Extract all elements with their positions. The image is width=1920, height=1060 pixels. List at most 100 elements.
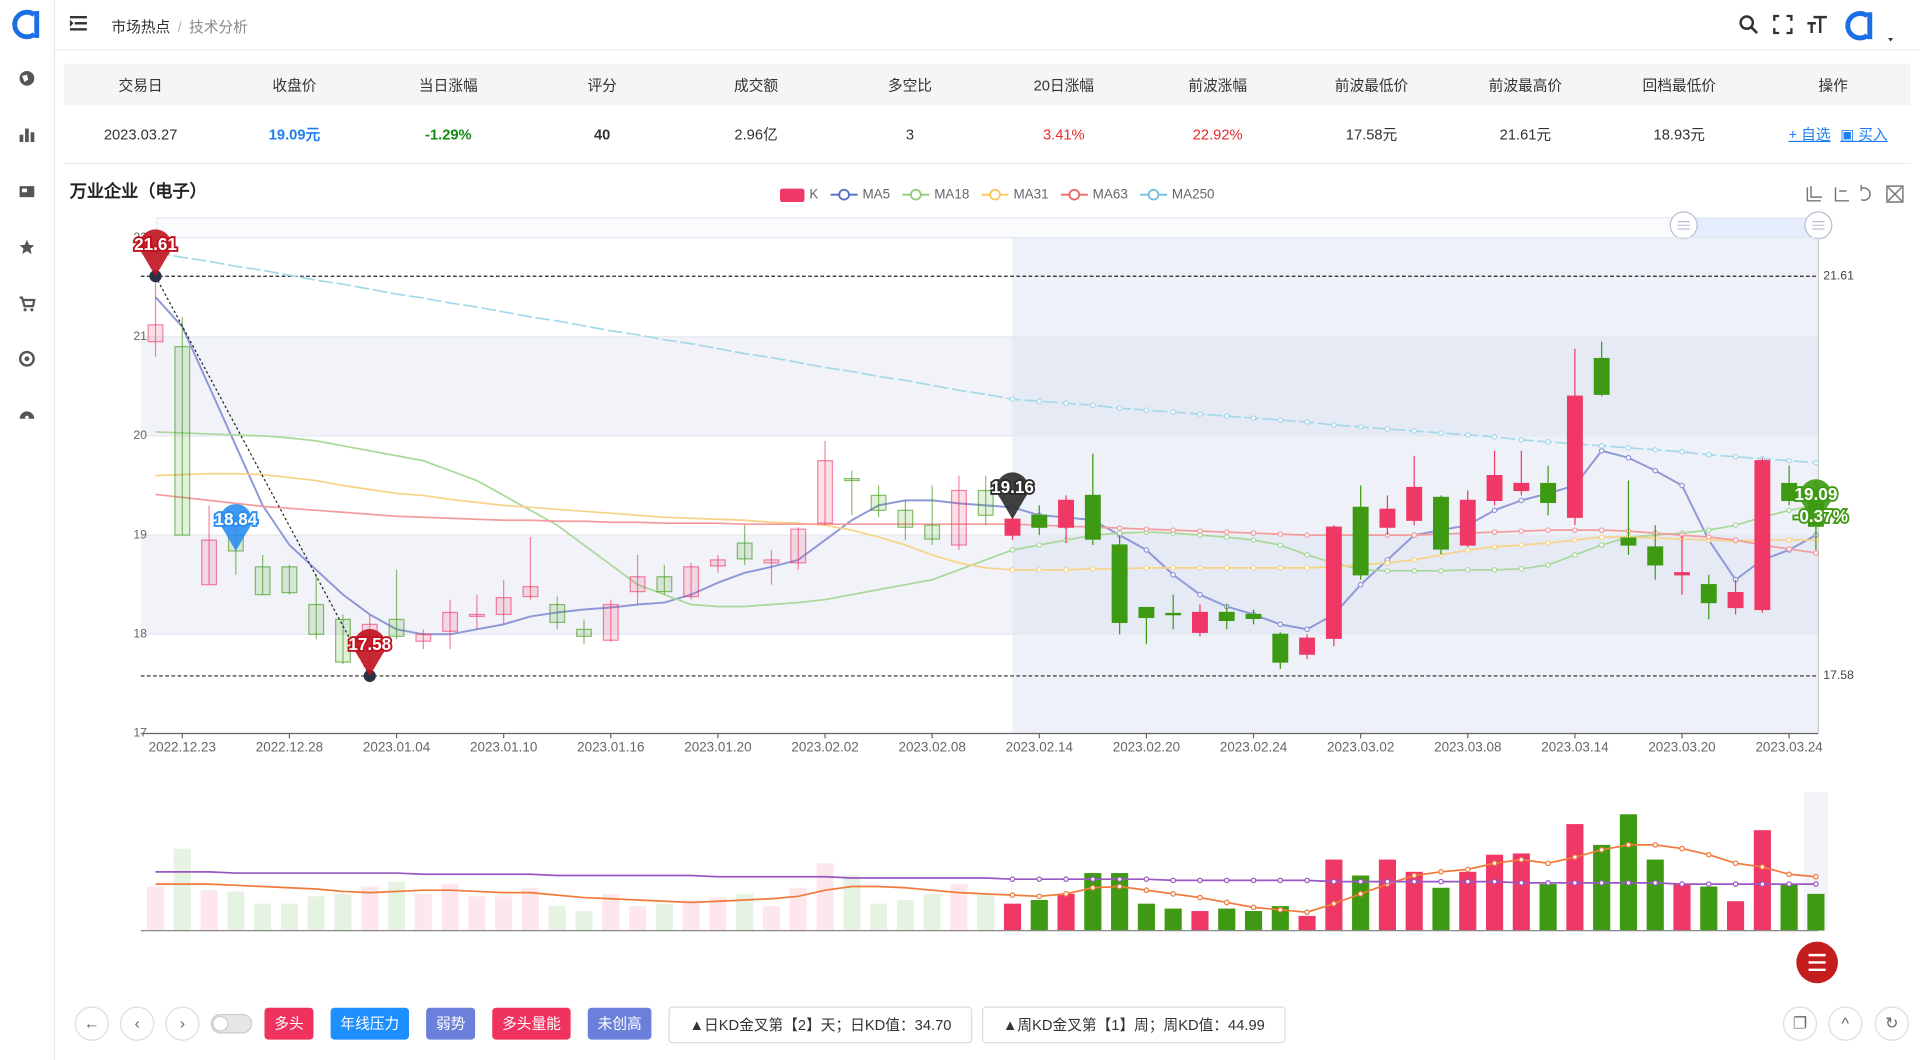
font-size-button[interactable] bbox=[1806, 15, 1828, 35]
user-avatar[interactable] bbox=[1843, 9, 1897, 43]
volume-ma-point bbox=[1652, 880, 1659, 886]
ma-point bbox=[1036, 567, 1043, 573]
volume-ma-point bbox=[1759, 881, 1766, 887]
pin bbox=[219, 504, 252, 551]
refresh-button[interactable]: ↻ bbox=[1874, 1006, 1909, 1041]
nav-chart[interactable] bbox=[18, 126, 35, 143]
nav-prev[interactable]: ‹ bbox=[120, 1006, 155, 1041]
ma-point bbox=[1438, 430, 1444, 436]
cell-actions: + 自选 ▣ 买入 bbox=[1756, 105, 1911, 165]
volume-ma-line bbox=[155, 844, 1816, 914]
volume-ma-point bbox=[1598, 846, 1605, 853]
ma-point bbox=[1625, 445, 1632, 451]
ma-point bbox=[1464, 567, 1471, 573]
ma-point bbox=[1464, 547, 1471, 553]
nav-next[interactable]: › bbox=[165, 1006, 200, 1041]
volume-bar bbox=[227, 891, 245, 931]
ma-point bbox=[1143, 565, 1150, 571]
tool-zoom[interactable] bbox=[1806, 186, 1823, 202]
volume-ma-point bbox=[1009, 892, 1016, 898]
volume-bar bbox=[950, 884, 968, 931]
breadcrumb-item[interactable]: 市场热点 bbox=[111, 18, 171, 36]
ma-point bbox=[1223, 565, 1230, 571]
ma-point bbox=[1491, 567, 1498, 573]
ma-point bbox=[1063, 400, 1069, 407]
tool-restore[interactable] bbox=[1860, 184, 1871, 201]
candle-body bbox=[790, 528, 807, 564]
volume-bar bbox=[1057, 893, 1075, 931]
volume-bar bbox=[762, 906, 781, 931]
candle-body bbox=[308, 603, 325, 635]
candle-body bbox=[201, 539, 218, 586]
top-button[interactable]: ^ bbox=[1828, 1006, 1863, 1041]
nav-market[interactable] bbox=[18, 70, 35, 87]
x-tick-label: 2023.02.20 bbox=[1113, 740, 1180, 755]
volume-bar bbox=[1700, 886, 1718, 931]
data-zoom[interactable] bbox=[156, 211, 1833, 240]
volume-bar bbox=[870, 903, 888, 931]
legend-label: MA250 bbox=[1172, 186, 1215, 201]
volume-ma-point bbox=[1786, 871, 1792, 878]
volume-ma-point bbox=[1250, 904, 1257, 911]
signal-tag[interactable]: 多头量能 bbox=[492, 1007, 571, 1040]
volume-bar bbox=[896, 900, 914, 931]
copy-button[interactable]: ❐ bbox=[1782, 1006, 1818, 1041]
signal-tag[interactable]: 多头 bbox=[264, 1007, 314, 1040]
float-menu-button[interactable] bbox=[1796, 941, 1838, 984]
candle-body bbox=[442, 611, 459, 632]
pin-dot bbox=[149, 270, 162, 283]
volume-ma-point bbox=[1411, 872, 1418, 879]
sidebar bbox=[0, 0, 56, 1060]
volume-ma-point bbox=[1331, 900, 1337, 907]
volume bbox=[140, 792, 1829, 932]
nav-news[interactable] bbox=[18, 182, 35, 199]
x-tick-label: 2023.01.20 bbox=[684, 740, 751, 755]
ma-point bbox=[1411, 567, 1418, 574]
volume-bar bbox=[468, 896, 486, 931]
ma-point bbox=[1197, 565, 1203, 571]
ma-point bbox=[1518, 542, 1525, 548]
nav-target[interactable] bbox=[18, 350, 35, 367]
volume-ma-point bbox=[1357, 878, 1364, 885]
candle-body bbox=[817, 460, 833, 524]
nav-back[interactable]: ← bbox=[74, 1006, 109, 1041]
ma-point bbox=[1277, 531, 1284, 537]
volume-ma-line bbox=[155, 870, 1816, 885]
reference-label: 21.61 bbox=[1823, 268, 1854, 282]
volume-ma-point bbox=[1464, 866, 1471, 873]
nav-dashboard[interactable] bbox=[18, 407, 35, 424]
ma-point bbox=[1732, 537, 1739, 543]
fullscreen-button[interactable] bbox=[1773, 14, 1793, 35]
volume-bar bbox=[200, 890, 218, 931]
x-tick-label: 2023.02.08 bbox=[898, 740, 965, 755]
menu-toggle[interactable] bbox=[69, 15, 87, 31]
action-link[interactable]: ▣ 买入 bbox=[1840, 126, 1888, 144]
candle-body bbox=[1486, 474, 1503, 502]
logo[interactable] bbox=[10, 7, 44, 41]
nav-cart[interactable] bbox=[18, 295, 36, 312]
toggle[interactable] bbox=[210, 1013, 253, 1034]
volume-ma-point bbox=[1036, 876, 1043, 883]
candle-body bbox=[1218, 611, 1235, 622]
volume-bar bbox=[1727, 901, 1745, 931]
nav-star[interactable] bbox=[18, 239, 35, 256]
signal-tag[interactable]: 未创高 bbox=[587, 1007, 652, 1040]
signal-tag[interactable]: 弱势 bbox=[426, 1007, 476, 1040]
tool-undo[interactable] bbox=[1834, 187, 1849, 202]
action-link[interactable]: + 自选 bbox=[1788, 126, 1831, 144]
ma-point bbox=[1250, 415, 1257, 421]
volume-ma-point bbox=[1518, 880, 1525, 886]
x-tick-label: 2023.01.16 bbox=[577, 740, 644, 755]
volume-bar bbox=[736, 893, 754, 931]
candle-body bbox=[1540, 482, 1557, 503]
ma-point bbox=[1197, 411, 1203, 417]
volume-ma-point bbox=[1625, 842, 1632, 848]
search-button[interactable] bbox=[1739, 15, 1759, 35]
volume-bar bbox=[709, 897, 727, 931]
volume-ma-point bbox=[1116, 876, 1123, 883]
ma-point bbox=[1598, 542, 1605, 548]
volume-ma-point bbox=[1652, 842, 1659, 848]
signal-tag[interactable]: 年线压力 bbox=[330, 1007, 410, 1040]
tool-save[interactable] bbox=[1886, 185, 1904, 203]
ma-point bbox=[1518, 566, 1525, 572]
